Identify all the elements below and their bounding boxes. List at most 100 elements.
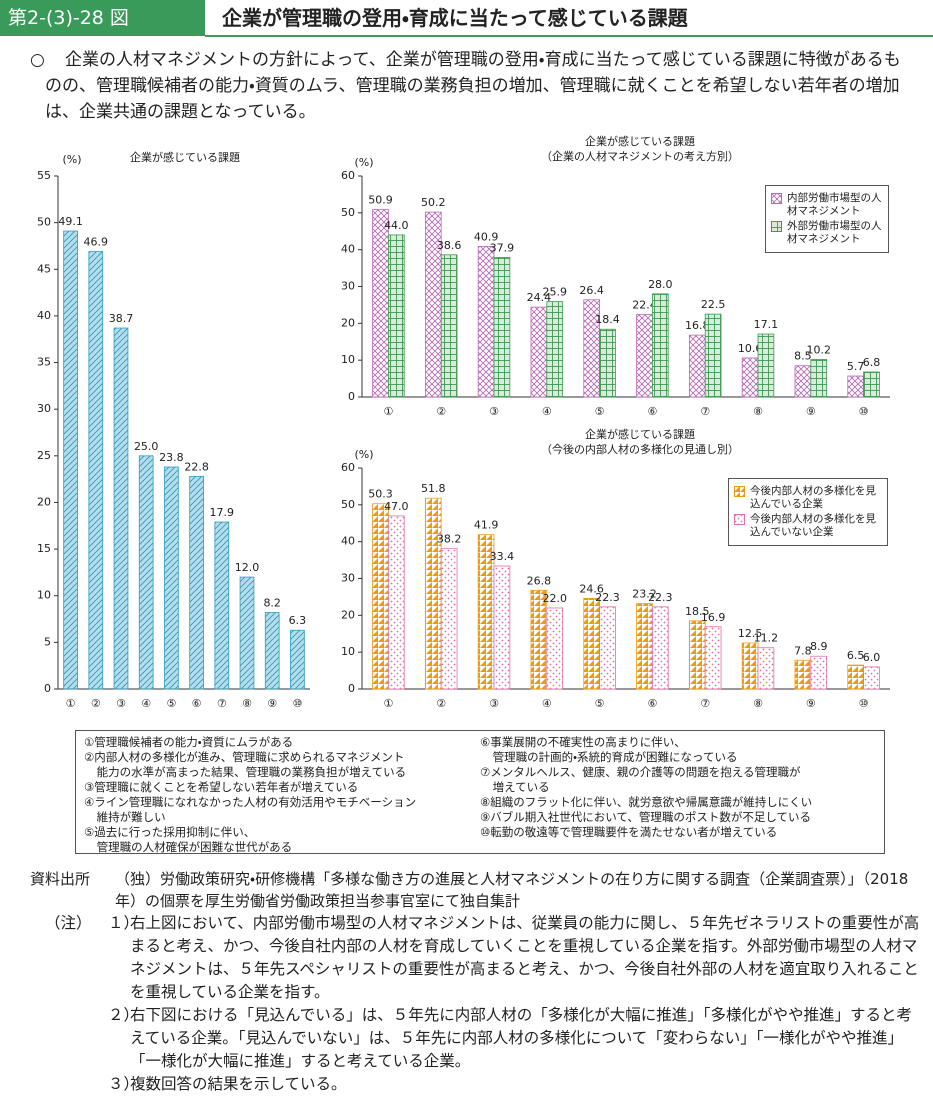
- y-tick-label: 30: [341, 280, 355, 293]
- value-label: 23.2: [632, 588, 657, 601]
- value-label: 6.0: [863, 651, 881, 664]
- bar: [546, 301, 564, 398]
- x-tick-label: ⑥: [647, 405, 657, 418]
- bar: [688, 334, 706, 398]
- category-note: ②内部人材の多様化が進み、管理職に求められるマネジメント 能力の水準が高まった結…: [84, 750, 407, 779]
- x-tick-label: ⑤: [595, 405, 605, 418]
- category-note: ③管理職に就くことを希望しない若年者が増えている: [84, 780, 359, 794]
- y-tick-label: 5: [44, 635, 51, 648]
- value-label: 51.8: [421, 482, 446, 495]
- value-label: 11.2: [754, 632, 779, 645]
- x-tick-label: ⑤: [595, 697, 605, 710]
- bar: [636, 603, 653, 690]
- value-label: 8.2: [263, 597, 281, 610]
- y-tick-label: 15: [37, 542, 51, 555]
- value-label: 18.5: [685, 605, 710, 618]
- bar: [214, 521, 230, 690]
- bar: [794, 365, 812, 398]
- bar: [810, 655, 828, 690]
- bar: [290, 629, 305, 690]
- value-label: 50.3: [368, 488, 393, 501]
- category-note: ⑤過去に行った採用抑制に伴い、 管理職の人材確保が困難な世代がある: [84, 825, 293, 854]
- summary-text: 企業の人材マネジメントの方針によって、企業が管理職の登用・育成に当たって感じてい…: [45, 50, 901, 122]
- bar: [440, 547, 458, 690]
- note-text: 複数回答の結果を示している。: [130, 1075, 347, 1093]
- x-tick-label: ⑦: [700, 405, 710, 418]
- legend-item: 今後内部人材の多様化を見込んでいない企業: [734, 513, 882, 539]
- note-number: １）: [108, 914, 140, 932]
- bar: [652, 293, 669, 398]
- value-label: 41.9: [474, 519, 499, 532]
- x-tick-label: ⑩: [859, 697, 869, 710]
- y-tick-label: 60: [341, 461, 355, 474]
- y-tick-label: 10: [37, 589, 51, 602]
- value-label: 8.5: [794, 350, 812, 363]
- category-note: ⑦メンタルヘルス、健康、親の介護等の問題を抱える管理職が 増えている: [480, 765, 801, 794]
- bar: [372, 503, 389, 690]
- bar: [189, 475, 204, 690]
- y-tick-label: 10: [341, 645, 355, 658]
- y-tick-label: 50: [341, 206, 355, 219]
- note-number: ２）: [108, 1006, 140, 1024]
- bar: [440, 254, 458, 398]
- value-label: 46.9: [84, 236, 109, 249]
- x-tick-label: ③: [489, 405, 499, 418]
- note-text: 右下図における「見込んでいる」は、５年先に内部人材の「多様化が大幅に推進」「多様…: [130, 1006, 912, 1070]
- source-text: （独）労働政策研究・研修機構「多様な働き方の進展と人材マネジメントの在り方に関す…: [115, 870, 909, 910]
- bar: [387, 234, 405, 398]
- bar: [530, 306, 548, 398]
- source-label: 資料出所: [30, 870, 91, 888]
- legend-label: 外部労働市場型の人材マネジメント: [787, 220, 882, 245]
- y-tick-label: 30: [341, 572, 355, 585]
- legend-swatch-fill: [771, 193, 782, 204]
- x-tick-label: ④: [141, 697, 151, 710]
- bar: [372, 209, 389, 398]
- bar: [530, 589, 548, 690]
- category-note: ①管理職候補者の能力・資質にムラがある: [84, 735, 294, 749]
- value-label: 33.4: [490, 550, 515, 563]
- value-label: 5.7: [847, 360, 865, 373]
- value-label: 16.9: [701, 611, 726, 624]
- bar: [63, 230, 78, 690]
- bar: [113, 327, 129, 690]
- value-label: 24.4: [527, 291, 552, 304]
- bullet: ○: [30, 50, 45, 70]
- chart-title: 企業が感じている課題: [585, 427, 695, 441]
- value-label: 17.1: [754, 318, 779, 331]
- legend-item: 外部労働市場型の人材マネジメント: [771, 220, 883, 246]
- figure-label: 第2-(3)-28 図: [0, 0, 205, 36]
- value-label: 22.4: [632, 298, 657, 311]
- value-label: 44.0: [384, 219, 409, 232]
- bar: [863, 666, 880, 690]
- note: ２） 右下図における「見込んでいる」は、５年先に内部人材の「多様化が大幅に推進」「…: [45, 1004, 920, 1073]
- note-number: ３）: [108, 1075, 140, 1093]
- bar: [88, 251, 104, 690]
- x-tick-label: ①: [383, 697, 393, 710]
- notes-column: ①管理職候補者の能力・資質にムラがある ②内部人材の多様化が進み、管理職に求められ…: [84, 735, 480, 854]
- note: （注） １） 右上図において、内部労働市場型の人材マネジメントは、従業員の能力に関し…: [45, 912, 920, 1004]
- bar: [477, 245, 495, 398]
- bar: [757, 647, 775, 690]
- value-label: 50.9: [368, 194, 393, 207]
- category-notes: ①管理職候補者の能力・資質にムラがある ②内部人材の多様化が進み、管理職に求められ…: [75, 730, 885, 854]
- bar: [863, 371, 880, 398]
- bar: [493, 565, 511, 690]
- value-label: 8.9: [810, 640, 828, 653]
- value-label: 22.8: [184, 460, 209, 473]
- y-tick-label: 0: [44, 682, 51, 695]
- notes: （注） １） 右上図において、内部労働市場型の人材マネジメントは、従業員の能力に関し…: [45, 912, 920, 1096]
- legend-swatch: [771, 193, 782, 204]
- bar: [583, 597, 601, 690]
- y-tick-label: 20: [37, 495, 51, 508]
- category-note: ⑩転勤の敬遠等で管理職要件を満たせない者が増えている: [480, 825, 778, 839]
- legend-item: 今後内部人材の多様化を見込んでいる企業: [734, 485, 882, 511]
- legend-item: 内部労働市場型の人材マネジメント: [771, 192, 883, 218]
- notes-label: （注）: [45, 914, 92, 932]
- bar: [688, 620, 706, 690]
- value-label: 25.9: [542, 286, 567, 299]
- legend: 今後内部人材の多様化を見込んでいる企業 今後内部人材の多様化を見込んでいない企業: [728, 478, 888, 546]
- value-label: 25.0: [134, 440, 159, 453]
- x-tick-label: ⑨: [806, 405, 816, 418]
- value-label: 17.9: [210, 506, 235, 519]
- legend-label: 今後内部人材の多様化を見込んでいない企業: [750, 513, 876, 538]
